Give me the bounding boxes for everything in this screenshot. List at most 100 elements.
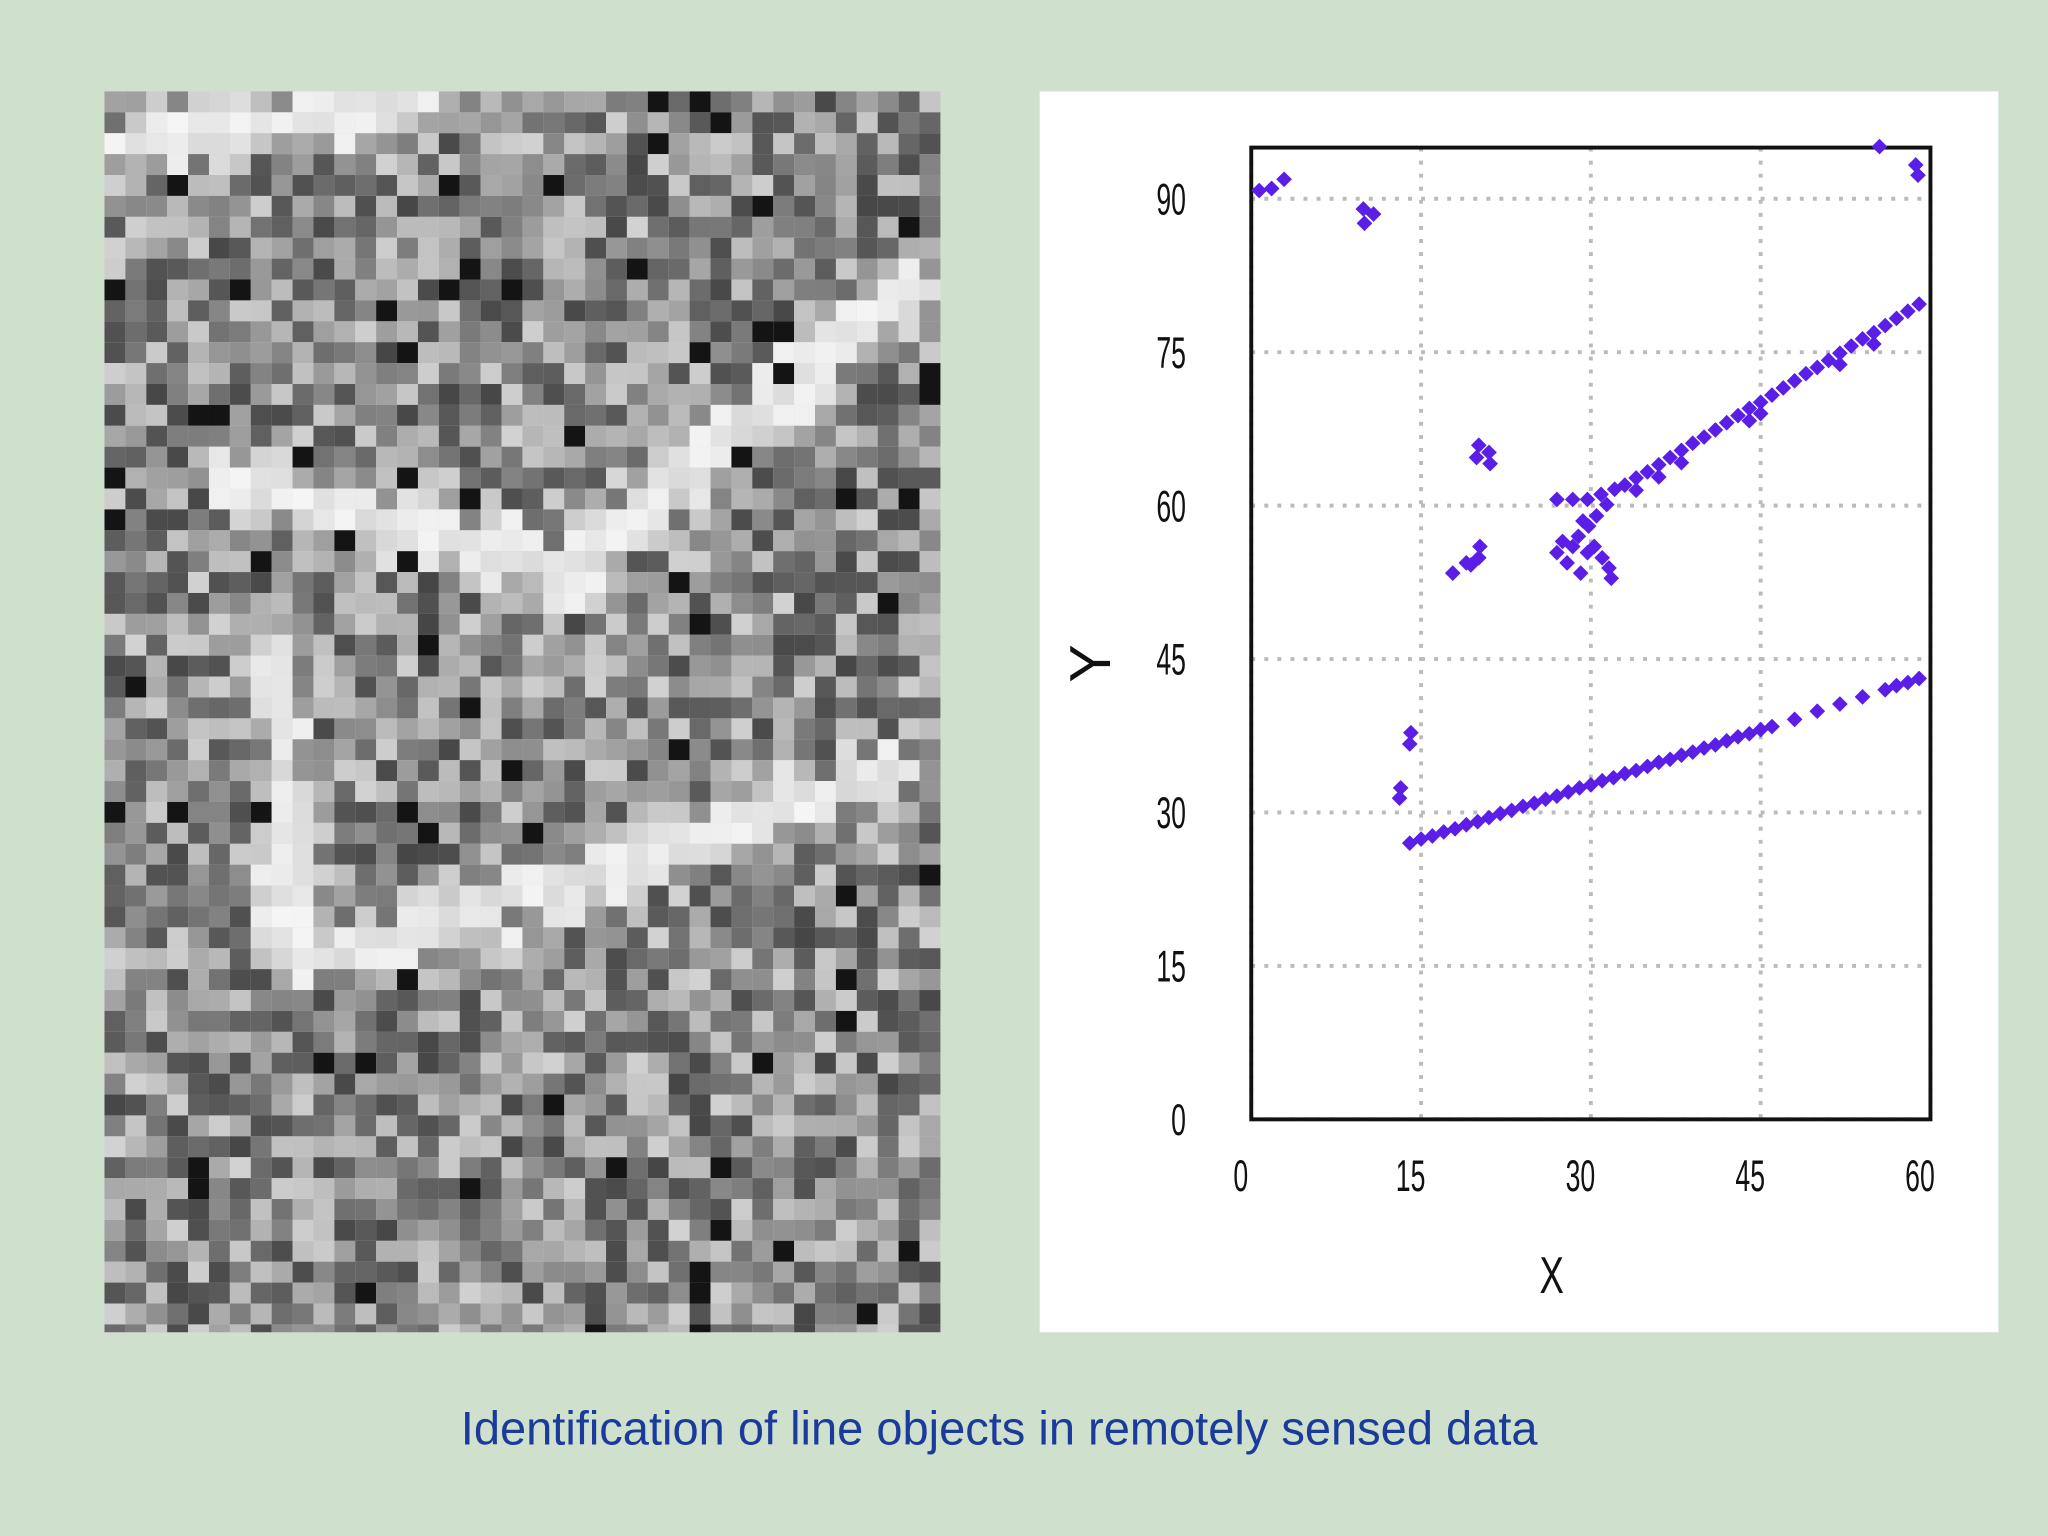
image-pixel — [250, 237, 272, 259]
image-pixel — [585, 1115, 607, 1137]
image-pixel — [835, 133, 857, 155]
image-pixel — [522, 1010, 544, 1032]
image-pixel — [125, 760, 147, 782]
image-pixel — [397, 551, 418, 573]
image-pixel — [564, 1052, 586, 1074]
image-pixel — [731, 572, 753, 593]
image-pixel — [815, 425, 836, 447]
image-pixel — [376, 1178, 398, 1200]
image-pixel — [731, 990, 753, 1011]
image-pixel — [167, 969, 189, 991]
image-pixel — [689, 1115, 711, 1137]
image-pixel — [125, 1136, 147, 1158]
image-pixel — [794, 321, 816, 343]
image-pixel — [522, 697, 544, 719]
image-pixel — [835, 425, 857, 447]
image-pixel — [710, 1052, 732, 1074]
image-pixel — [397, 300, 418, 322]
image-pixel — [438, 1073, 460, 1095]
image-pixel — [292, 1240, 314, 1262]
image-pixel — [731, 948, 753, 970]
image-pixel — [271, 927, 293, 949]
image-pixel — [417, 1115, 439, 1137]
x-axis-label: X — [1539, 1246, 1563, 1305]
image-pixel — [877, 1303, 899, 1325]
image-pixel — [668, 969, 690, 991]
image-pixel — [606, 175, 627, 196]
image-pixel — [877, 655, 899, 677]
image-pixel — [229, 112, 251, 134]
image-pixel — [835, 509, 857, 531]
image-pixel — [167, 321, 189, 343]
image-pixel — [877, 446, 899, 468]
image-pixel — [794, 1261, 816, 1283]
image-pixel — [731, 697, 753, 719]
image-pixel — [835, 760, 857, 782]
image-pixel — [794, 488, 816, 510]
image-pixel — [229, 1240, 251, 1262]
image-pixel — [292, 446, 314, 468]
image-pixel — [438, 1261, 460, 1283]
image-pixel — [146, 425, 168, 447]
image-pixel — [167, 1303, 189, 1325]
image-pixel — [585, 425, 607, 447]
image-pixel — [104, 175, 126, 196]
image-pixel — [397, 927, 418, 949]
image-pixel — [104, 1178, 126, 1200]
image-pixel — [522, 1094, 544, 1116]
image-pixel — [229, 613, 251, 635]
image-pixel — [480, 363, 502, 384]
image-pixel — [856, 1157, 878, 1179]
image-pixel — [710, 175, 732, 196]
image-pixel — [835, 781, 857, 802]
image-pixel — [250, 969, 272, 991]
image-pixel — [647, 885, 669, 907]
image-pixel — [898, 1010, 920, 1032]
image-pixel — [313, 697, 335, 719]
image-pixel — [188, 404, 209, 426]
image-pixel — [104, 1115, 126, 1137]
image-pixel — [167, 509, 189, 531]
image-pixel — [146, 1157, 168, 1179]
image-pixel — [355, 906, 377, 928]
image-pixel — [376, 258, 398, 280]
image-pixel — [104, 425, 126, 447]
image-pixel — [794, 885, 816, 907]
image-pixel — [104, 948, 126, 970]
image-pixel — [480, 927, 502, 949]
image-pixel — [877, 1199, 899, 1220]
image-pixel — [919, 1324, 941, 1333]
image-pixel — [125, 551, 147, 573]
image-pixel — [376, 342, 398, 364]
image-pixel — [292, 843, 314, 865]
image-pixel — [752, 843, 774, 865]
image-pixel — [146, 697, 168, 719]
image-pixel — [292, 760, 314, 782]
image-pixel — [564, 216, 586, 238]
image-pixel — [731, 425, 753, 447]
image-pixel — [334, 572, 356, 593]
image-pixel — [397, 154, 418, 176]
image-pixel — [668, 1261, 690, 1283]
image-pixel — [146, 467, 168, 489]
image-pixel — [146, 133, 168, 155]
image-pixel — [585, 175, 607, 196]
image-pixel — [292, 1115, 314, 1137]
image-pixel — [376, 300, 398, 322]
image-pixel — [501, 634, 523, 656]
image-pixel — [543, 1219, 565, 1241]
image-pixel — [208, 1136, 230, 1158]
image-pixel — [459, 592, 481, 614]
image-pixel — [438, 592, 460, 614]
point — [1752, 405, 1769, 422]
image-pixel — [752, 655, 774, 677]
image-pixel — [271, 1219, 293, 1241]
image-pixel — [417, 739, 439, 761]
point — [1673, 747, 1690, 764]
image-pixel — [376, 112, 398, 134]
image-pixel — [710, 572, 732, 593]
image-pixel — [229, 342, 251, 364]
image-pixel — [480, 1115, 502, 1137]
image-pixel — [668, 592, 690, 614]
image-pixel — [668, 1240, 690, 1262]
